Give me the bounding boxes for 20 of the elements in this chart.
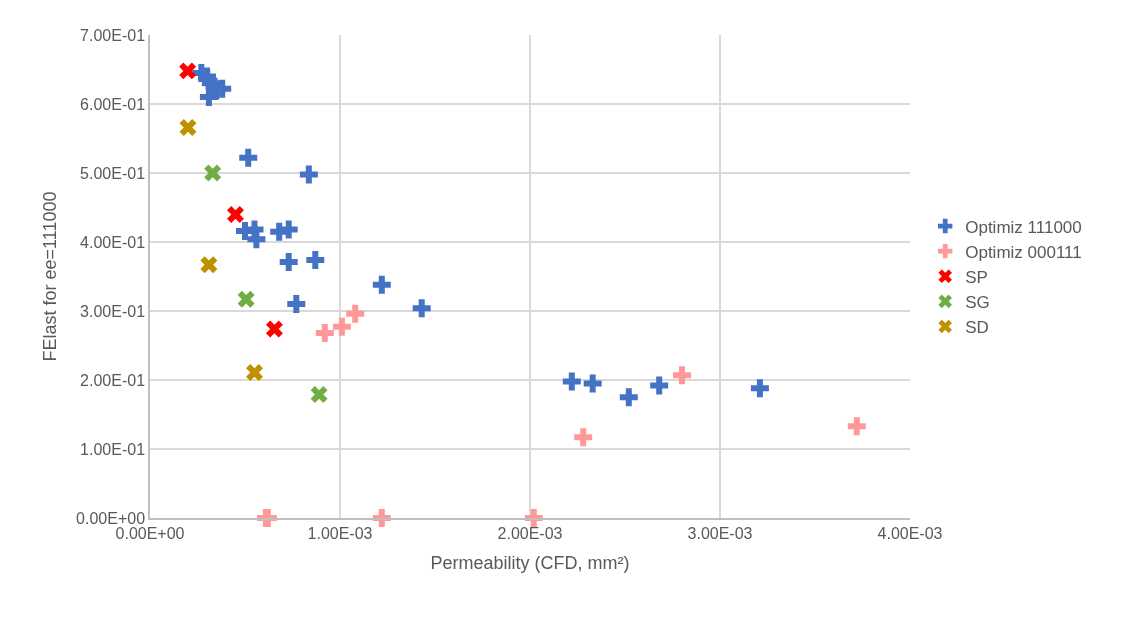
- legend-label: Optimiz 111000: [965, 217, 1082, 237]
- legend-label: Optimiz 000111: [965, 242, 1082, 262]
- y-tick-label: 3.00E-01: [80, 302, 146, 320]
- legend-label: SD: [965, 318, 989, 338]
- legend-label: SG: [965, 292, 990, 312]
- y-axis-title: FElast for ee=111000: [39, 191, 60, 362]
- y-tick-label: 5.00E-01: [80, 164, 146, 182]
- y-tick-label: 6.00E-01: [80, 95, 146, 113]
- y-tick-label: 0.00E+00: [76, 509, 146, 527]
- x-tick-label: 1.00E-03: [307, 524, 373, 542]
- x-tick-label: 4.00E-03: [877, 524, 943, 542]
- legend-label: SP: [965, 267, 988, 287]
- y-tick-label: 1.00E-01: [80, 440, 146, 458]
- y-tick-label: 2.00E-01: [80, 371, 146, 389]
- y-tick-label: 7.00E-01: [80, 26, 146, 44]
- x-tick-label: 3.00E-03: [687, 524, 753, 542]
- x-tick-label: 2.00E-03: [497, 524, 563, 542]
- x-axis-title: Permeability (CFD, mm²): [430, 552, 630, 573]
- y-tick-label: 4.00E-01: [80, 233, 146, 251]
- x-tick-label: 0.00E+00: [115, 524, 185, 542]
